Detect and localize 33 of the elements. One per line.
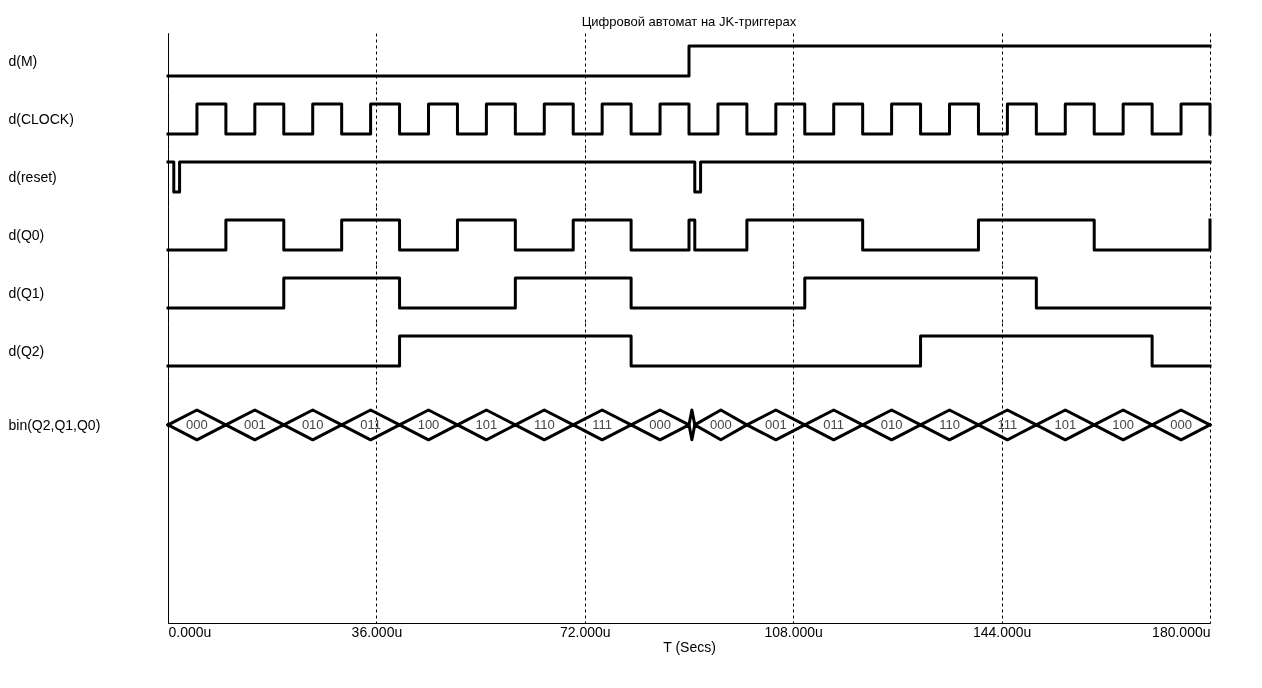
annotation: 100: [1112, 416, 1135, 432]
x-tick-label: 36.000u: [351, 623, 403, 640]
annotation: 100: [417, 416, 440, 432]
annotation: 111: [997, 416, 1018, 432]
annotation: 010: [880, 416, 903, 432]
x-tick-label: 108.000u: [764, 623, 823, 640]
annotation: 011: [360, 416, 381, 432]
x-axis-title: T (Secs): [663, 638, 716, 655]
annotation: 101: [475, 416, 498, 432]
y-axis-title: d(Q0): [8, 226, 45, 243]
annotation: 010: [301, 416, 324, 432]
y-axis-title: d(CLOCK): [8, 110, 74, 127]
x-tick-label: 72.000u: [560, 623, 611, 640]
annotation: 001: [764, 416, 787, 432]
annotation: 011: [823, 416, 845, 432]
annotation: 110: [533, 416, 555, 432]
annotation: 000: [709, 416, 732, 432]
annotation: 111: [592, 416, 613, 432]
y-axis-title: d(reset): [8, 168, 57, 185]
x-tick-label: 180.000u: [1152, 623, 1211, 640]
annotation: 101: [1054, 416, 1077, 432]
annotation: 000: [1170, 416, 1192, 432]
annotation: 110: [939, 416, 960, 432]
annotation: 000: [186, 416, 208, 432]
annotation: 000: [649, 416, 671, 432]
x-tick-label: 144.000u: [972, 623, 1032, 640]
y-axis-title: d(Q1): [8, 284, 45, 301]
annotation: 001: [243, 416, 266, 432]
x-tick-label: 0.000u: [168, 623, 212, 640]
y-axis-title: d(Q2): [8, 342, 45, 359]
chart-title: Цифровой автомат на JK-триггерах: [581, 14, 797, 29]
y-axis-title: bin(Q2,Q1,Q0): [8, 416, 101, 433]
y-axis-title: d(M): [8, 52, 38, 69]
